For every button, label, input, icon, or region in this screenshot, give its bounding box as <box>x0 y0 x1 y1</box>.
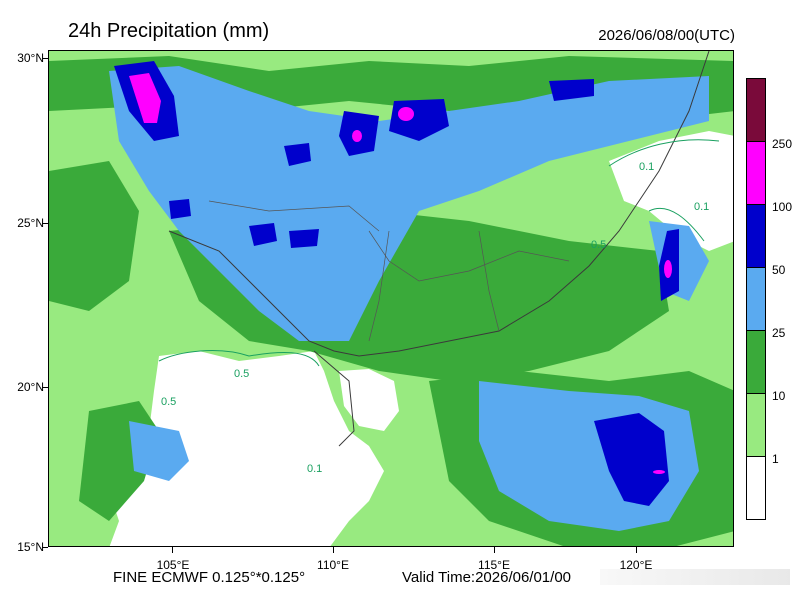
moderate-band-west <box>49 161 139 311</box>
lon-label-110e: 110°E <box>317 558 349 572</box>
valid-time-label: Valid Time:2026/06/01/00 <box>402 569 572 586</box>
lon-tick <box>494 547 495 553</box>
legend-label: 25 <box>772 326 786 340</box>
lat-tick <box>42 387 48 388</box>
legend-label: 10 <box>772 389 786 403</box>
province-border <box>368 230 390 342</box>
extreme-precip-hunan <box>398 107 414 121</box>
legend-swatch-10-25 <box>747 330 765 394</box>
dry-area-east <box>609 131 733 251</box>
contour-line <box>648 207 705 242</box>
color-legend <box>746 78 766 520</box>
extreme-precip-taiwan <box>664 260 672 278</box>
intense-precip-spot <box>289 229 319 248</box>
contour-label: 0.5 <box>591 239 607 251</box>
map-canvas <box>49 51 733 546</box>
contour-label: 0.5 <box>161 396 177 408</box>
lat-tick <box>42 58 48 59</box>
intense-precip-spot <box>284 143 311 166</box>
lon-tick <box>172 547 173 553</box>
lat-label-25n: 25°N <box>17 216 44 230</box>
lon-label-105e: 105°E <box>156 558 190 572</box>
legend-swatch-0-1 <box>747 456 765 519</box>
contour-line <box>158 350 320 367</box>
extreme-precip-spot <box>352 130 362 142</box>
contour-label: 0.5 <box>234 368 250 380</box>
extreme-precip-sea <box>653 470 665 474</box>
lon-label-120e: 120°E <box>619 558 653 572</box>
lat-tick <box>42 547 48 548</box>
model-label: FINE ECMWF 0.125°*0.125° <box>113 569 306 586</box>
lat-label-30n: 30°N <box>17 51 44 65</box>
dry-area-hainan <box>339 369 399 431</box>
precipitation-map: 0.5 0.5 0.1 0.1 0.5 0.1 <box>48 50 734 547</box>
lon-label-115e: 115°E <box>478 558 510 572</box>
contour-label: 0.1 <box>307 463 323 475</box>
intense-precip-spot <box>249 223 277 246</box>
legend-label: 100 <box>772 200 793 214</box>
heavy-precip-band <box>109 66 709 341</box>
legend-swatch-25-50 <box>747 267 765 331</box>
coastline <box>313 350 355 447</box>
lat-label-15n: 15°N <box>17 540 44 554</box>
dry-area-gulf <box>109 351 384 546</box>
province-border <box>208 200 380 232</box>
contour-label: 0.1 <box>639 161 655 173</box>
legend-swatch-250plus <box>747 79 765 142</box>
contour-label: 0.1 <box>694 201 710 213</box>
forecast-datetime: 2026/06/08/00(UTC) <box>598 27 735 44</box>
intense-precip-sea <box>594 413 669 506</box>
lat-label-20n: 20°N <box>17 380 44 394</box>
extreme-precip-west <box>129 73 161 123</box>
lon-tick <box>636 547 637 553</box>
legend-swatch-100-250 <box>747 141 765 205</box>
watermark-overlay <box>600 569 790 585</box>
chart-title: 24h Precipitation (mm) <box>68 20 270 42</box>
lon-tick <box>333 547 334 553</box>
legend-label: 1 <box>772 452 779 466</box>
intense-precip-jiangxi <box>549 79 594 101</box>
heavy-precip-laos <box>129 421 189 481</box>
lat-tick <box>42 223 48 224</box>
intense-precip-spot <box>169 199 191 219</box>
province-border <box>478 230 500 332</box>
legend-label: 250 <box>772 137 793 151</box>
legend-label: 50 <box>772 263 786 277</box>
legend-swatch-50-100 <box>747 204 765 268</box>
legend-swatch-1-10 <box>747 393 765 456</box>
contour-line <box>608 139 720 167</box>
